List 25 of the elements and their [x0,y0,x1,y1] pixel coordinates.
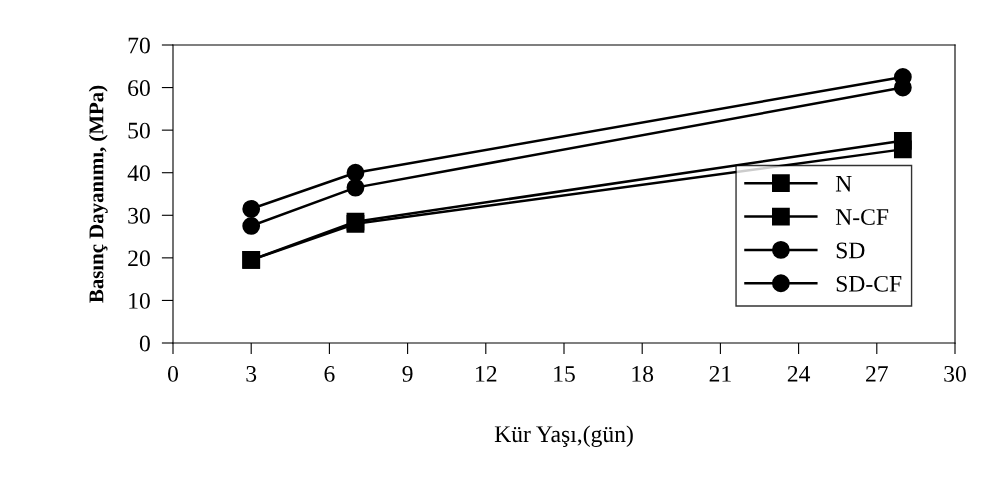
x-tick-label: 3 [246,365,257,382]
x-axis-title: Kür Yaşı,(gün) [494,425,633,447]
legend-label: SD [836,242,865,259]
y-tick-label: 70 [128,37,150,54]
y-tick-label: 50 [128,122,150,139]
legend-label: SD-CF [836,275,902,292]
x-tick-label: 12 [476,365,497,382]
y-tick-label: 10 [129,292,150,309]
y-tick-label: 20 [128,250,150,267]
x-tick-label: 6 [324,365,335,382]
y-tick-label: 60 [128,80,150,96]
x-tick-label: 30 [944,365,966,382]
y-tick-label: 40 [127,165,150,182]
y-tick-label: 0 [139,335,150,352]
legend-label: N-CF [835,209,889,226]
x-tick-label: 0 [168,365,178,382]
x-tick-label: 21 [709,365,731,382]
y-tick-label: 30 [128,207,150,224]
x-tick-label: 18 [632,365,654,382]
x-tick-label: 24 [787,365,811,382]
y-axis-title: Basınç Dayanımı, (MPa) [88,85,108,303]
x-tick-label: 27 [866,365,888,382]
x-tick-label: 15 [554,366,575,382]
x-tick-label: 9 [402,365,413,382]
legend-label: N [835,175,852,192]
